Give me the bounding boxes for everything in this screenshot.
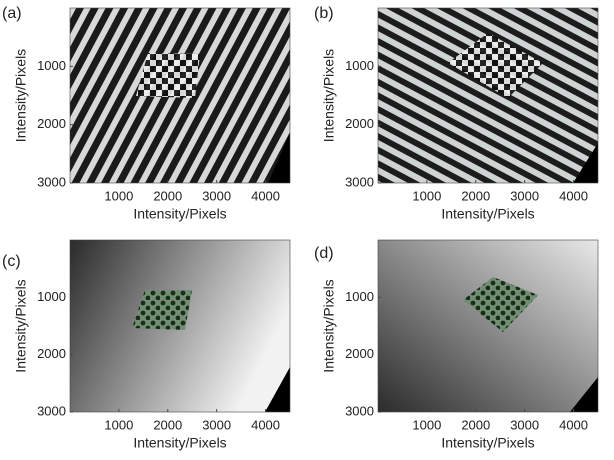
- x-tick-label: 3000: [510, 417, 539, 432]
- x-tick-label: 3000: [510, 188, 539, 203]
- y-tick-label: 3000: [37, 403, 66, 418]
- panel: 1000 2000 3000 4000 1000 2000 3000 Intensity/Pi…: [2, 5, 290, 221]
- y-tick-label: 3000: [345, 174, 374, 189]
- y-tick-label: 2000: [37, 116, 66, 131]
- x-tick-label: 1000: [412, 417, 441, 432]
- x-axis-label: Intensity/Pixels: [441, 206, 534, 222]
- panel-label: (a): [2, 5, 22, 22]
- y-axis-label: Intensity/Pixels: [13, 279, 29, 372]
- x-tick-label: 3000: [202, 417, 231, 432]
- image-area: [378, 8, 598, 183]
- y-axis-label: Intensity/Pixels: [13, 49, 29, 142]
- y-axis-label: Intensity/Pixels: [321, 279, 337, 372]
- gradient-image: [378, 240, 598, 412]
- x-tick-label: 4000: [251, 188, 280, 203]
- x-tick-label: 3000: [202, 188, 231, 203]
- figure: 1000 2000 3000 4000 1000 2000 3000 Intensity/Pi…: [0, 0, 614, 460]
- panel-label: (b): [314, 5, 334, 22]
- y-tick-label: 1000: [37, 58, 66, 73]
- x-axis-label: Intensity/Pixels: [441, 435, 534, 451]
- panel: 1000 2000 3000 4000 1000 2000 3000 Intensity/Pi…: [2, 240, 290, 451]
- x-tick-label: 4000: [559, 417, 588, 432]
- y-tick-label: 1000: [345, 289, 374, 304]
- x-tick-label: 1000: [412, 188, 441, 203]
- x-tick-label: 1000: [104, 417, 133, 432]
- x-axis-label: Intensity/Pixels: [133, 206, 226, 222]
- y-tick-label: 2000: [37, 346, 66, 361]
- panel-label: (d): [314, 245, 334, 262]
- x-tick-label: 2000: [153, 417, 182, 432]
- x-tick-label: 1000: [104, 188, 133, 203]
- panel: 1000 2000 3000 4000 1000 2000 3000 Intensity/Pi…: [314, 5, 598, 221]
- y-tick-label: 1000: [345, 58, 374, 73]
- x-tick-label: 2000: [461, 417, 490, 432]
- y-tick-label: 3000: [37, 174, 66, 189]
- y-axis-label: Intensity/Pixels: [321, 49, 337, 142]
- image-area: [378, 240, 598, 412]
- x-axis-label: Intensity/Pixels: [133, 435, 226, 451]
- x-tick-label: 2000: [461, 188, 490, 203]
- image-area: [70, 240, 290, 412]
- y-tick-label: 1000: [37, 289, 66, 304]
- panel-label: (c): [2, 253, 21, 270]
- x-tick-label: 4000: [251, 417, 280, 432]
- y-tick-label: 3000: [345, 403, 374, 418]
- image-area: [70, 8, 290, 183]
- y-tick-label: 2000: [345, 346, 374, 361]
- y-tick-label: 2000: [345, 116, 374, 131]
- x-tick-label: 2000: [153, 188, 182, 203]
- x-tick-label: 4000: [559, 188, 588, 203]
- panel: 1000 2000 3000 4000 1000 2000 3000 Intensity/Pi…: [314, 240, 598, 451]
